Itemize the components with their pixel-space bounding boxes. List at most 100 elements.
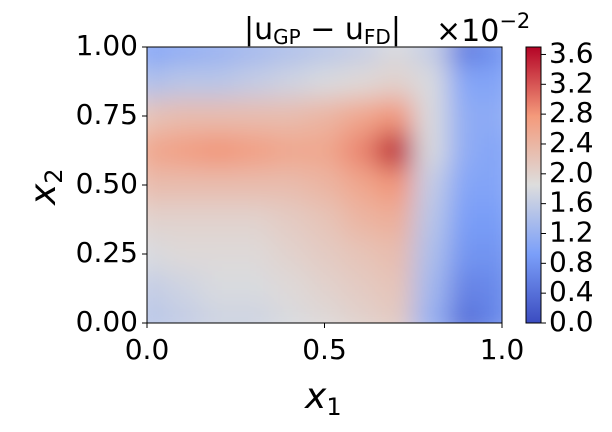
field-cell: [235, 64, 272, 100]
field-cell: [271, 236, 308, 272]
y-tick-label: 0.00: [76, 305, 138, 338]
field-cell: [413, 271, 450, 307]
field-cell: [164, 64, 201, 100]
field-cell: [306, 133, 343, 169]
field-cell: [306, 98, 343, 134]
field-cell: [448, 167, 485, 203]
field-cell: [164, 133, 201, 169]
y-axis-label: x2: [23, 168, 68, 206]
y-tick-label: 1.00: [76, 29, 138, 62]
label-part: x: [23, 183, 64, 206]
field-cell: [235, 47, 272, 65]
field-cell: [271, 47, 308, 65]
label-part: 2: [40, 168, 68, 183]
field-cell: [484, 236, 502, 272]
field-cell: [164, 305, 201, 323]
y-tick-label: 0.50: [76, 167, 138, 200]
field-cell: [484, 167, 502, 203]
field-cell: [147, 47, 166, 65]
field-cell: [200, 202, 237, 238]
title-part: |: [391, 12, 401, 47]
field-cell: [342, 133, 379, 169]
field-cell: [306, 271, 343, 307]
field-cell: [306, 47, 343, 65]
colorbar-tick-label: 2.0: [549, 156, 594, 189]
field-cell: [164, 236, 201, 272]
field-cell: [200, 98, 237, 134]
field-cell: [448, 133, 485, 169]
field-cell: [164, 271, 201, 307]
field-cell: [377, 271, 414, 307]
field-cell: [342, 64, 379, 100]
field-cell: [271, 202, 308, 238]
field-cell: [147, 305, 166, 323]
field-cell: [484, 98, 502, 134]
field-cell: [306, 167, 343, 203]
field-cell: [306, 202, 343, 238]
field-cell: [377, 202, 414, 238]
field-cell: [235, 98, 272, 134]
field-cell: [377, 236, 414, 272]
colorbar-tick-label: 3.6: [549, 36, 594, 69]
colorbar-tick-label: 0.4: [549, 275, 594, 308]
field-cell: [484, 271, 502, 307]
y-tick-label: 0.75: [76, 98, 138, 131]
field-cell: [235, 271, 272, 307]
label-part: x: [304, 376, 327, 417]
field-cell: [200, 64, 237, 100]
field-cell: [164, 98, 201, 134]
field-cell: [271, 98, 308, 134]
field-cell: [484, 202, 502, 238]
field-cell: [484, 64, 502, 100]
field-cell: [377, 98, 414, 134]
field-cell: [235, 133, 272, 169]
field-cell: [448, 47, 485, 65]
field-cell: [448, 64, 485, 100]
field-cell: [271, 64, 308, 100]
field-cell: [484, 133, 502, 169]
title-part: FD: [364, 25, 391, 49]
field-cell: [448, 305, 485, 323]
field-cell: [342, 47, 379, 65]
label-part: 1: [326, 393, 341, 421]
x-tick-label: 1.0: [480, 333, 525, 366]
field-cell: [413, 98, 450, 134]
field-cell: [200, 133, 237, 169]
field-cell: [164, 167, 201, 203]
field-cell: [306, 236, 343, 272]
colorbar: [525, 46, 542, 324]
colorbar-tick-label: 0.0: [549, 305, 594, 338]
field-cell: [147, 202, 166, 238]
field-cell: [271, 271, 308, 307]
field-cell: [448, 202, 485, 238]
field-cell: [342, 305, 379, 323]
field-cell: [413, 236, 450, 272]
scale-part: ×10: [436, 14, 499, 49]
field-cell: [377, 133, 414, 169]
scale-part: −2: [499, 9, 530, 33]
field-cell: [200, 236, 237, 272]
field-cell: [235, 305, 272, 323]
y-tick-label: 0.25: [76, 236, 138, 269]
field-cell: [377, 167, 414, 203]
field-cell: [164, 202, 201, 238]
field-cell: [147, 64, 166, 100]
field-cell: [484, 305, 502, 323]
colorbar-tick-label: 2.8: [549, 96, 594, 129]
field-cell: [342, 271, 379, 307]
x-tick-label: 0.5: [302, 333, 347, 366]
field-cell: [200, 305, 237, 323]
field-cell: [342, 98, 379, 134]
field-cell: [235, 167, 272, 203]
x-tick-label: 0.0: [125, 333, 170, 366]
field-cell: [235, 236, 272, 272]
title-part: GP: [273, 25, 301, 49]
field-cell: [413, 133, 450, 169]
field-cell: [484, 47, 502, 65]
field-cell: [413, 47, 450, 65]
field-cell: [448, 236, 485, 272]
field-cell: [377, 305, 414, 323]
field-cell: [200, 271, 237, 307]
field-cell: [342, 236, 379, 272]
